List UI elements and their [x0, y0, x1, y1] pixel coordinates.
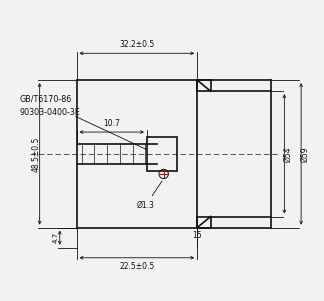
Text: 4.7: 4.7	[53, 232, 59, 243]
Text: Ø1.3: Ø1.3	[137, 181, 162, 210]
Text: 15: 15	[192, 231, 202, 240]
Text: Ø54: Ø54	[284, 146, 293, 162]
Text: 10.7: 10.7	[103, 119, 120, 128]
Text: Ø59: Ø59	[301, 146, 310, 162]
Text: 90303-0400-3E: 90303-0400-3E	[19, 108, 80, 117]
Text: 22.5±0.5: 22.5±0.5	[119, 262, 155, 271]
Text: 48.5±0.5: 48.5±0.5	[31, 136, 40, 172]
Bar	[147, 137, 177, 171]
Text: 32.2±0.5: 32.2±0.5	[119, 40, 155, 49]
Text: GB/T6170-86: GB/T6170-86	[19, 95, 72, 104]
